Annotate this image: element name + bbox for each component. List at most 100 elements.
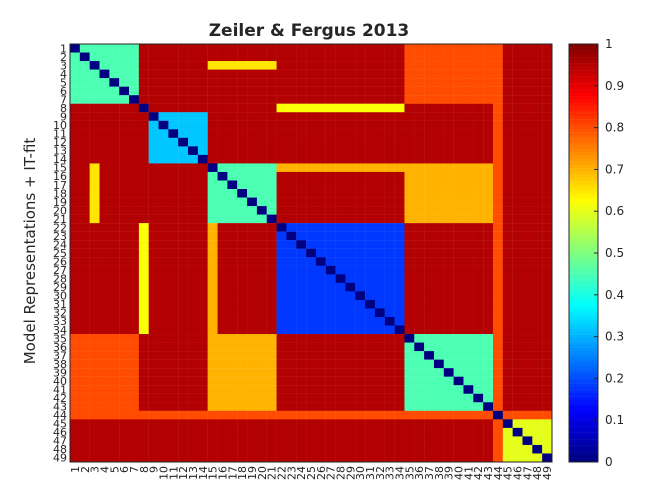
heatmap-cell xyxy=(79,86,90,96)
heatmap-cell xyxy=(453,154,464,164)
heatmap-cell xyxy=(404,316,415,326)
heatmap-cell xyxy=(414,137,425,147)
colorbar-segment xyxy=(569,70,598,74)
heatmap-cell xyxy=(483,95,494,104)
heatmap-cell xyxy=(453,44,464,53)
heatmap-cell xyxy=(512,282,523,292)
heatmap-cell xyxy=(492,274,503,284)
heatmap-cell xyxy=(384,146,395,156)
x-tick-label: 13 xyxy=(187,466,200,480)
heatmap-cell xyxy=(119,69,130,79)
heatmap-cell xyxy=(79,402,90,411)
heatmap-cell xyxy=(70,444,80,454)
heatmap-cell xyxy=(79,453,90,463)
heatmap-cell xyxy=(178,154,189,164)
heatmap-cell xyxy=(99,180,110,190)
colorbar-segment xyxy=(569,239,598,244)
heatmap-cell xyxy=(207,444,218,454)
heatmap-cell xyxy=(492,223,503,232)
heatmap-cell xyxy=(355,342,366,352)
heatmap-cell xyxy=(355,120,366,130)
colorbar-segment xyxy=(569,161,598,166)
heatmap-cell xyxy=(502,231,513,241)
x-tick-label: 24 xyxy=(295,466,308,480)
heatmap-cell xyxy=(433,282,444,292)
heatmap-cell xyxy=(247,308,258,318)
heatmap-cell xyxy=(276,274,287,284)
heatmap-cell xyxy=(109,69,120,79)
heatmap-cell xyxy=(443,154,454,164)
heatmap-cell xyxy=(463,316,474,326)
heatmap-cell xyxy=(99,257,110,266)
colorbar-segment xyxy=(569,44,598,48)
heatmap-cell xyxy=(256,231,267,241)
colorbar-segment xyxy=(569,360,598,365)
heatmap-cell xyxy=(227,86,238,96)
heatmap-cell xyxy=(542,274,553,284)
colorbar-segment xyxy=(569,119,598,123)
x-tick-label: 10 xyxy=(157,466,170,480)
heatmap-cell xyxy=(502,385,513,394)
heatmap-cell xyxy=(276,171,287,181)
heatmap-cell xyxy=(414,316,425,326)
heatmap-cell xyxy=(414,282,425,292)
heatmap-cell xyxy=(404,436,415,446)
heatmap-cell xyxy=(483,368,494,377)
heatmap-cell xyxy=(148,436,159,446)
heatmap-cell xyxy=(502,316,513,326)
heatmap-cell xyxy=(502,61,513,70)
heatmap-cell xyxy=(502,402,513,411)
heatmap-cell xyxy=(542,291,553,301)
heatmap-cell xyxy=(266,444,277,454)
heatmap-cell xyxy=(453,427,464,437)
heatmap-cell xyxy=(374,180,385,190)
x-tick-label: 5 xyxy=(108,466,121,473)
heatmap-cell xyxy=(522,257,533,266)
heatmap-cell xyxy=(522,248,533,258)
heatmap-cell xyxy=(276,146,287,156)
heatmap-cell xyxy=(207,274,218,284)
heatmap-cell xyxy=(335,274,346,284)
heatmap-cell xyxy=(109,436,120,446)
heatmap-cell xyxy=(70,308,80,318)
heatmap-cell xyxy=(129,299,140,309)
heatmap-cell xyxy=(433,180,444,190)
heatmap-cell xyxy=(512,189,523,198)
heatmap-cell xyxy=(109,427,120,437)
heatmap-cell xyxy=(70,453,80,463)
heatmap-cell xyxy=(473,112,484,121)
heatmap-cell xyxy=(365,129,376,138)
heatmap-cell xyxy=(463,385,474,394)
heatmap-cell xyxy=(148,103,159,113)
heatmap-cell xyxy=(286,171,297,181)
heatmap-cell xyxy=(532,231,543,241)
heatmap-cell xyxy=(247,248,258,258)
heatmap-cell xyxy=(99,402,110,411)
heatmap-cell xyxy=(512,206,523,215)
heatmap-cell xyxy=(473,291,484,301)
heatmap-cell xyxy=(247,291,258,301)
heatmap-cell xyxy=(463,180,474,190)
heatmap-cell xyxy=(414,163,425,173)
heatmap-cell xyxy=(197,69,208,79)
colorbar-segment xyxy=(569,432,598,437)
heatmap-cell xyxy=(109,385,120,394)
heatmap-cell xyxy=(492,180,503,190)
heatmap-cell xyxy=(217,180,228,190)
heatmap-cell xyxy=(463,103,474,113)
heatmap-cell xyxy=(70,95,80,104)
heatmap-cell xyxy=(542,282,553,292)
heatmap-cell xyxy=(483,197,494,207)
heatmap-cell xyxy=(158,112,169,121)
heatmap-cell xyxy=(70,197,80,207)
heatmap-cell xyxy=(394,419,405,429)
heatmap-cell xyxy=(286,112,297,121)
heatmap-cell xyxy=(296,325,307,335)
heatmap-cell xyxy=(178,129,189,138)
heatmap-cell xyxy=(443,368,454,377)
heatmap-cell xyxy=(178,120,189,130)
heatmap-cell xyxy=(414,223,425,232)
heatmap-cell xyxy=(109,171,120,181)
heatmap-cell xyxy=(188,410,199,420)
heatmap-cell xyxy=(197,154,208,164)
